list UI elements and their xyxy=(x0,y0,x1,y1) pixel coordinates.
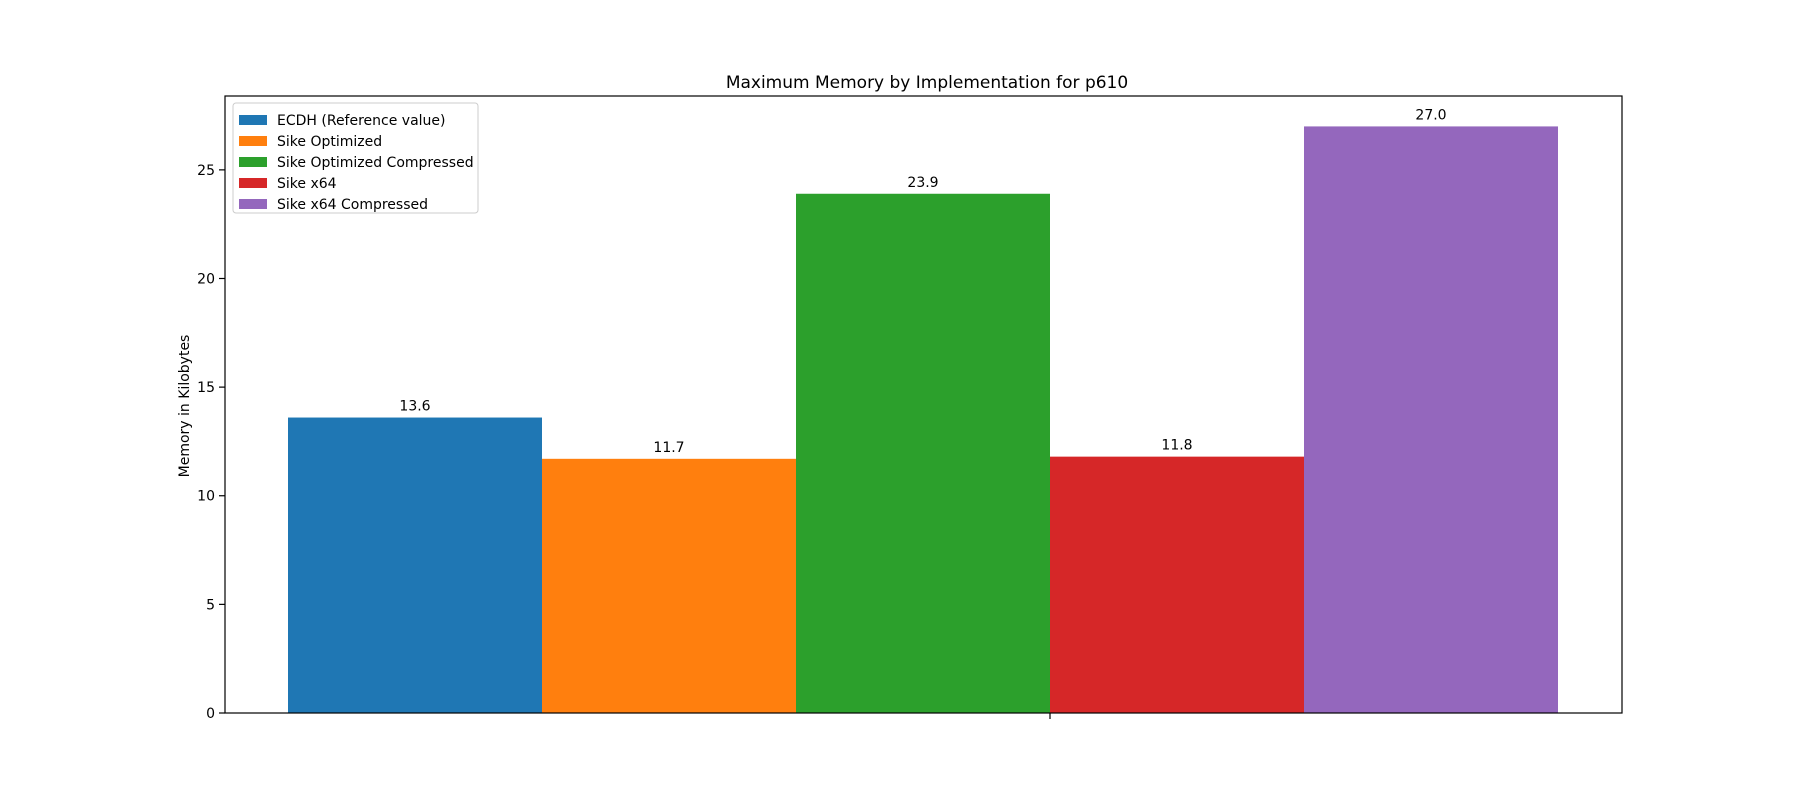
y-tick-label-0: 0 xyxy=(206,706,215,722)
legend-swatch-1 xyxy=(239,115,267,125)
legend-swatch-4 xyxy=(239,178,267,188)
legend-swatch-2 xyxy=(239,136,267,146)
plot-area-frame xyxy=(224,95,1623,714)
bar-2 xyxy=(542,458,796,713)
y-tick-label-1: 5 xyxy=(206,597,215,613)
bar-1 xyxy=(288,417,542,713)
y-tick-label-2: 10 xyxy=(197,489,215,505)
bar-3 xyxy=(796,193,1050,713)
legend: ECDH (Reference value) Sike Optimized Sike… xyxy=(232,102,479,214)
y-tick-label-3: 15 xyxy=(197,380,215,396)
y-axis: 0 5 10 15 20 25 xyxy=(197,163,225,722)
bar-value-label-4: 11.8 xyxy=(1161,438,1192,454)
y-axis-label: Memory in Kilobytes xyxy=(177,335,193,478)
bar-5 xyxy=(1304,126,1558,714)
chart-title: Maximum Memory by Implementation for p61… xyxy=(726,73,1128,93)
legend-label-4: Sike x64 xyxy=(277,176,337,192)
bar-value-label-5: 27.0 xyxy=(1415,107,1446,123)
legend-label-2: Sike Optimized xyxy=(277,134,382,150)
bar-value-label-2: 11.7 xyxy=(653,440,684,456)
y-tick-label-4: 20 xyxy=(197,271,215,287)
bar-value-label-1: 13.6 xyxy=(399,399,430,415)
legend-label-5: Sike x64 Compressed xyxy=(277,197,428,213)
bar-value-label-3: 23.9 xyxy=(907,175,938,191)
legend-label-1: ECDH (Reference value) xyxy=(277,113,446,129)
legend-label-3: Sike Optimized Compressed xyxy=(277,155,474,171)
y-tick-label-5: 25 xyxy=(197,163,215,179)
data-labels-group: 13.6 11.7 23.9 11.8 27.0 xyxy=(399,107,1446,455)
legend-swatch-3 xyxy=(239,157,267,167)
bar-4 xyxy=(1050,456,1304,713)
bars-group xyxy=(288,126,1558,714)
legend-box xyxy=(232,102,479,214)
legend-swatch-5 xyxy=(239,199,267,209)
